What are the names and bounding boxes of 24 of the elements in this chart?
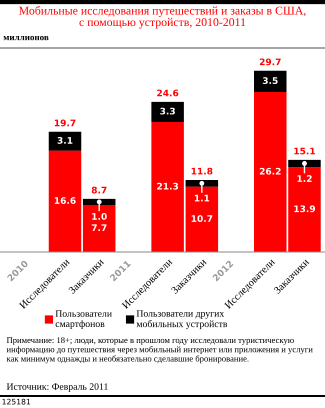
total-label: 29.7 bbox=[260, 58, 281, 66]
chart-title: Мобильные исследования путешествий и заказы в США, с помощью устройств, 2010-2011 bbox=[19, 6, 306, 29]
data-label: 10.7 bbox=[192, 215, 212, 222]
data-label: 1.1 bbox=[194, 194, 210, 202]
data-label: 3.5 bbox=[262, 77, 278, 84]
data-label: 1.0 bbox=[92, 212, 107, 220]
chart-subtitle: миллионов bbox=[3, 36, 49, 40]
data-label: 7.7 bbox=[92, 224, 106, 231]
legend-label: Пользователи других мобильных устройств bbox=[136, 310, 228, 330]
legend-label: Пользователи смартфонов bbox=[56, 310, 112, 330]
total-label: 8.7 bbox=[92, 186, 106, 194]
data-label: 3.3 bbox=[160, 108, 175, 115]
text: Источник: Февраль 2011 bbox=[6, 383, 108, 392]
data-label: 21.3 bbox=[157, 182, 178, 190]
total-label: 24.6 bbox=[157, 90, 178, 96]
data-label: 13.9 bbox=[294, 205, 316, 212]
total-label: 19.7 bbox=[54, 120, 76, 126]
data-label: 3.1 bbox=[58, 136, 72, 144]
data-label: 1.2 bbox=[297, 175, 312, 182]
data-label: 16.6 bbox=[54, 197, 76, 204]
data-label: 26.2 bbox=[260, 168, 281, 175]
text: Примечание: 18+; люди, которые в прошлом году исследовали туристическую информацию до путешествия через мобильный интернет или приложения и услуги как минимум однажды и необязательно сделавшие бронирование. bbox=[6, 337, 313, 364]
total-label: 15.1 bbox=[294, 148, 315, 154]
total-label: 11.8 bbox=[192, 168, 212, 175]
